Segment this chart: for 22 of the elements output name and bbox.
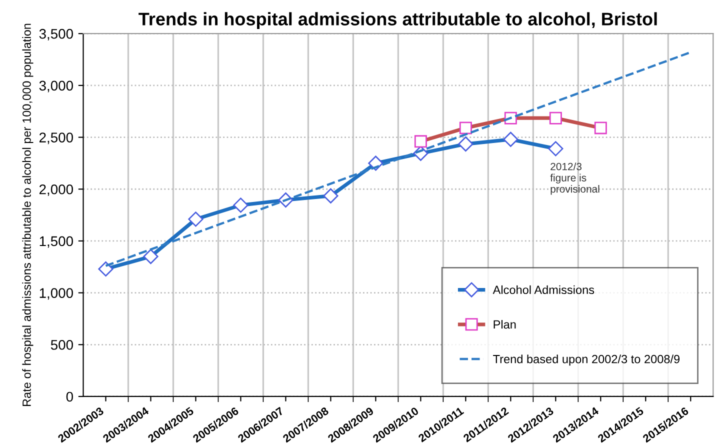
point <box>98 261 114 277</box>
y-tick-label: 500 <box>50 340 73 350</box>
legend-label: Plan <box>494 320 516 329</box>
y-tick-label: 2,000 <box>39 184 73 196</box>
y-tick-label: 3,000 <box>39 80 73 92</box>
legend-label: Alcohol Admissions <box>492 285 594 294</box>
y-tick-label: 2,500 <box>39 132 73 144</box>
point <box>503 132 518 147</box>
annotation: 2012/3 figure is provisional <box>550 162 600 195</box>
y-axis-title: Rate of hospital admissions attributable to alcohol per 100,000 population <box>22 24 34 406</box>
point <box>458 136 474 152</box>
legend-label: Trend based upon 2002/3 to 2008/9 <box>493 354 680 366</box>
point <box>548 141 564 156</box>
y-tick-label: 1,000 <box>40 288 73 300</box>
point <box>188 212 204 227</box>
point <box>143 248 158 264</box>
point <box>233 198 248 213</box>
y-tick-label: 0 <box>66 392 73 402</box>
point <box>323 188 338 204</box>
y-tick-label: 1,500 <box>40 236 73 248</box>
y-tick-label: 3,500 <box>39 28 73 40</box>
chart-title: Trends in hospital admissions attributable to alcohol, Bristol <box>138 12 657 30</box>
